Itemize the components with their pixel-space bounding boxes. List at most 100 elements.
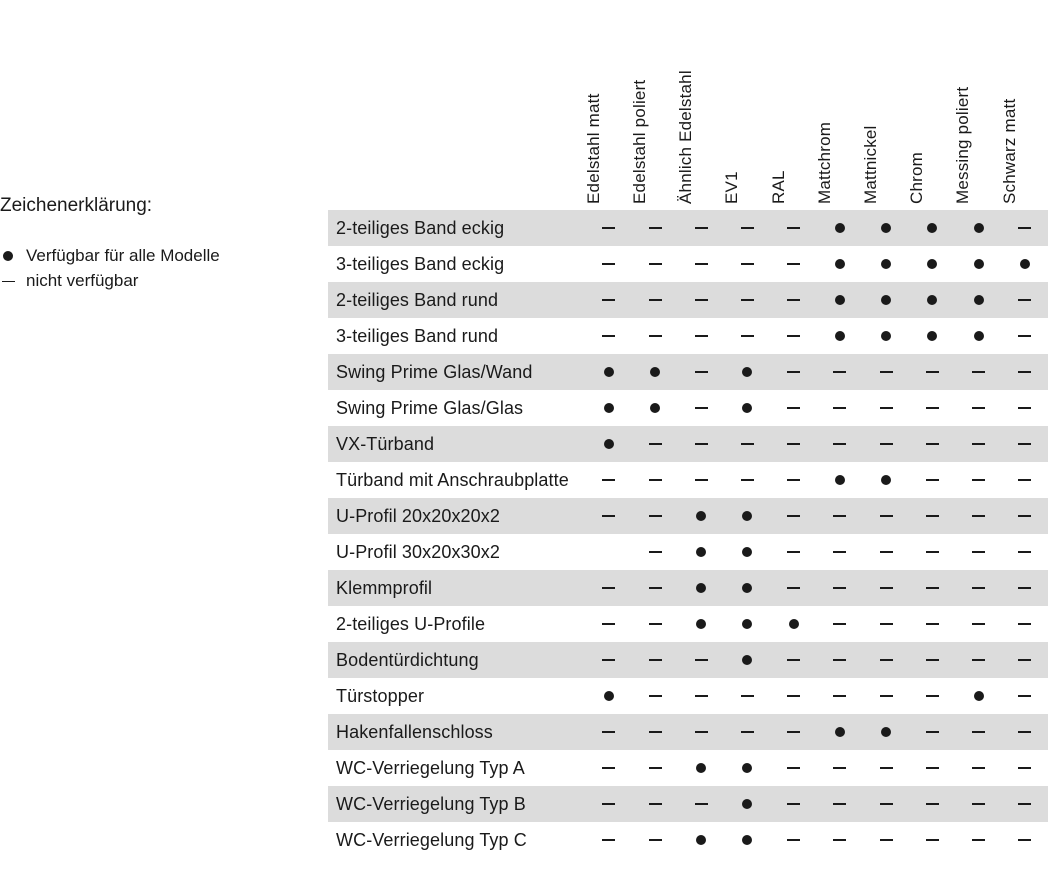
availability-cell [678,210,724,246]
availability-cell [955,282,1001,318]
dot-icon [1020,259,1030,269]
table-row: Klemmprofil [328,570,1048,606]
availability-cell [771,282,817,318]
availability-cell [909,318,955,354]
row-name: Hakenfallenschloss [328,714,586,750]
availability-cell [909,390,955,426]
dash-icon [649,695,662,697]
dash-icon [880,659,893,661]
column-header-label: RAL [769,184,789,204]
availability-cell [817,318,863,354]
availability-cell [1002,318,1048,354]
availability-cell [678,678,724,714]
availability-cell [771,642,817,678]
availability-cell [863,210,909,246]
availability-cell [678,750,724,786]
table-row: VX-Türband [328,426,1048,462]
dot-icon [742,619,752,629]
availability-cell [863,246,909,282]
dash-icon [695,371,708,373]
dash-icon [602,227,615,229]
dash-icon [602,839,615,841]
dash-icon [602,335,615,337]
availability-cell [724,786,770,822]
dash-icon [1018,767,1031,769]
legend-row-available: Verfügbar für alle Modelle [0,243,300,269]
availability-cell [771,210,817,246]
availability-cell [955,390,1001,426]
availability-cell [863,786,909,822]
dash-icon [649,515,662,517]
dot-icon [789,619,799,629]
dash-icon [649,839,662,841]
row-name: 2-teiliges Band rund [328,282,586,318]
availability-cell [817,606,863,642]
dot-icon [835,295,845,305]
dash-icon [972,551,985,553]
dash-icon [833,767,846,769]
availability-cell [724,606,770,642]
dash-icon [695,227,708,229]
row-name: 3-teiliges Band rund [328,318,586,354]
availability-cell [724,642,770,678]
dash-icon [602,263,615,265]
table-row: 2-teiliges U-Profile [328,606,1048,642]
availability-cell [1002,822,1048,858]
availability-cell [955,210,1001,246]
availability-cell [678,462,724,498]
dash-icon [695,263,708,265]
column-header: Edelstahl matt [586,40,632,210]
availability-cell [724,714,770,750]
availability-cell [632,498,678,534]
availability-cell [909,246,955,282]
table-row: 3-teiliges Band eckig [328,246,1048,282]
dash-icon [972,803,985,805]
availability-cell [863,714,909,750]
row-name: 2-teiliges U-Profile [328,606,586,642]
dash-icon [972,659,985,661]
dash-icon [880,443,893,445]
dot-icon [835,475,845,485]
availability-cell [909,570,955,606]
availability-cell [724,426,770,462]
column-header: Chrom [909,40,955,210]
dash-icon [602,299,615,301]
availability-cell [632,714,678,750]
availability-cell [724,750,770,786]
availability-table: Edelstahl mattEdelstahl poliertÄhnlich E… [328,40,1048,858]
availability-cell [909,606,955,642]
availability-cell [632,390,678,426]
dash-icon [787,695,800,697]
availability-cell [909,534,955,570]
row-name: Bodentürdichtung [328,642,586,678]
availability-cell [632,282,678,318]
dash-icon [833,515,846,517]
availability-cell [1002,462,1048,498]
availability-cell [863,282,909,318]
legend-available-label: Verfügbar für alle Modelle [26,243,220,269]
availability-cell [724,822,770,858]
row-name: U-Profil 20x20x20x2 [328,498,586,534]
dash-icon [926,407,939,409]
availability-cell [724,210,770,246]
row-name: U-Profil 30x20x30x2 [328,534,586,570]
availability-cell [1002,390,1048,426]
dash-icon [1018,839,1031,841]
availability-cell [771,606,817,642]
dash-icon [833,839,846,841]
availability-cell [1002,786,1048,822]
availability-cell [771,318,817,354]
availability-cell [909,282,955,318]
availability-cell [771,750,817,786]
dash-icon [787,227,800,229]
availability-cell [586,714,632,750]
availability-cell [817,678,863,714]
availability-cell [817,462,863,498]
column-header-label: Chrom [907,184,927,204]
table-row: 2-teiliges Band eckig [328,210,1048,246]
dash-icon [926,803,939,805]
dot-icon [742,547,752,557]
row-name: 3-teiliges Band eckig [328,246,586,282]
availability-cell [1002,714,1048,750]
dash-icon [787,803,800,805]
